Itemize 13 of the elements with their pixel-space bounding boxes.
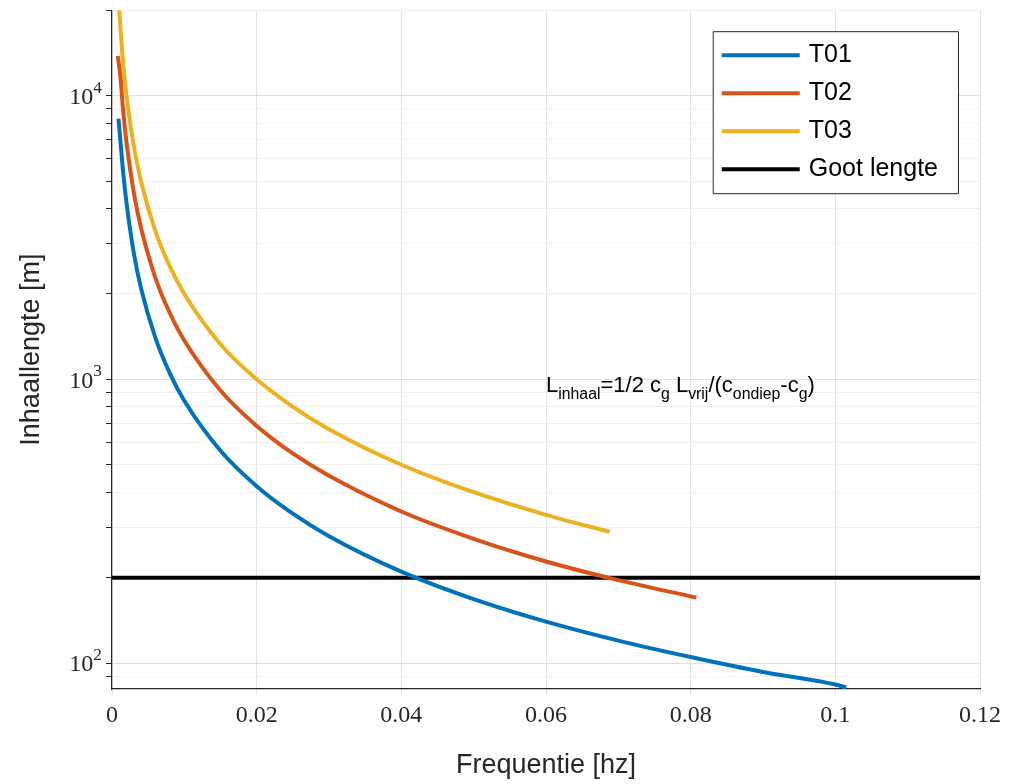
legend-label: T03 xyxy=(808,115,852,144)
x-tick-label: 0.12 xyxy=(959,700,1001,727)
x-tick-label: 0 xyxy=(106,700,118,727)
y-axis-title: Inhaallengte [m] xyxy=(15,253,46,446)
x-tick-label: 0.1 xyxy=(820,700,851,727)
x-tick-label: 0.06 xyxy=(525,700,567,727)
x-tick-label: 0.02 xyxy=(235,700,278,727)
x-axis-title: Frequentie [hz] xyxy=(455,749,637,780)
legend-label: T01 xyxy=(808,39,852,68)
x-tick-label: 0.04 xyxy=(380,700,423,727)
x-tick-label: 0.08 xyxy=(669,700,712,727)
legend-label: T02 xyxy=(808,77,852,106)
legend-label: Goot lengte xyxy=(808,153,939,182)
